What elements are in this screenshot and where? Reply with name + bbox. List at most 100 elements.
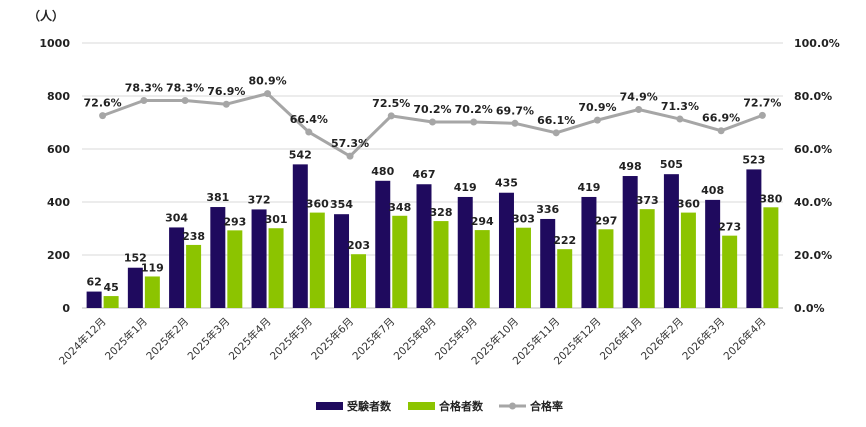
rate-point	[429, 118, 436, 126]
y2-tick-label: 0.0%	[794, 302, 825, 315]
bar-value-label: 222	[553, 234, 576, 247]
bar-value-label: 45	[103, 281, 118, 294]
x-tick-label: 2025年6月	[308, 315, 356, 363]
bar-examinees	[705, 199, 721, 308]
bar-examinees	[251, 209, 267, 308]
bar-examinees	[210, 207, 226, 308]
y-tick-label: 400	[47, 196, 70, 209]
bar-passers	[763, 207, 779, 308]
x-tick-label: 2026年2月	[638, 315, 686, 363]
legend-swatch-examinees	[316, 402, 343, 410]
bar-passers	[722, 235, 738, 308]
rate-point	[99, 112, 107, 120]
rate-value-label: 74.9%	[620, 91, 658, 104]
rate-value-label: 57.3%	[331, 137, 369, 150]
rate-value-label: 70.2%	[413, 103, 451, 116]
bar-examinees	[292, 164, 308, 308]
y2-tick-label: 40.0%	[794, 196, 832, 209]
bar-value-label: 435	[495, 177, 518, 190]
bar-value-label: 419	[577, 181, 600, 194]
rate-point	[511, 119, 519, 127]
bar-value-label: 381	[206, 191, 229, 204]
rate-point	[635, 106, 643, 114]
bar-examinees	[169, 227, 185, 308]
legend-label-examinees: 受験者数	[347, 399, 392, 413]
bar-examinees	[540, 218, 556, 308]
bar-value-label: 301	[265, 213, 288, 226]
y-tick-label: 1000	[39, 37, 70, 50]
bar-value-label: 328	[430, 206, 453, 219]
bar-value-label: 304	[165, 211, 188, 224]
x-tick-label: 2025年8月	[391, 315, 439, 363]
bar-value-label: 119	[141, 261, 164, 274]
rate-point	[181, 97, 189, 105]
legend-label-rate: 合格率	[530, 399, 563, 413]
x-tick-label: 2025年4月	[226, 315, 274, 363]
bar-value-label: 336	[536, 203, 559, 216]
bar-passers	[268, 228, 284, 308]
rate-point	[470, 118, 478, 126]
rate-point	[552, 129, 560, 137]
bars	[86, 164, 779, 308]
rate-value-label: 78.3%	[166, 82, 204, 95]
bar-examinees	[127, 267, 143, 308]
bar-passers	[351, 254, 367, 308]
bar-examinees	[375, 180, 391, 308]
x-tick-label: 2025年5月	[267, 315, 315, 363]
rate-value-label: 71.3%	[661, 100, 699, 113]
rate-point	[140, 97, 148, 105]
rate-point	[222, 100, 230, 108]
x-tick-label: 2026年1月	[597, 315, 645, 363]
rate-value-label: 70.9%	[578, 101, 616, 114]
bar-examinees	[746, 169, 762, 308]
legend-marker-rate	[509, 402, 516, 410]
bar-examinees	[581, 196, 597, 308]
rate-value-label: 78.3%	[125, 82, 163, 95]
bar-value-label: 293	[223, 215, 246, 228]
bar-passers	[392, 215, 408, 308]
rate-point	[676, 115, 684, 123]
bar-value-label: 542	[289, 148, 312, 161]
bar-value-label: 348	[388, 201, 411, 214]
x-tick-label: 2024年12月	[56, 315, 108, 367]
rate-point	[593, 116, 601, 124]
rate-value-label: 70.2%	[455, 103, 493, 116]
rate-value-label: 72.7%	[743, 96, 781, 109]
bar-value-label: 273	[718, 221, 741, 234]
bar-passers	[598, 229, 614, 308]
bar-examinees	[334, 214, 350, 308]
bar-examinees	[416, 184, 432, 308]
bar-value-label: 360	[677, 198, 700, 211]
legend-swatch-passers	[408, 402, 435, 410]
bar-passers	[557, 249, 573, 308]
bar-value-label: 523	[742, 153, 765, 166]
bar-value-label: 294	[471, 215, 494, 228]
rate-value-label: 72.6%	[84, 97, 122, 110]
bar-value-label: 62	[86, 276, 101, 289]
y-tick-label: 0	[62, 302, 70, 315]
rate-value-label: 66.4%	[290, 113, 328, 126]
y-unit-label: （人）	[28, 8, 64, 23]
bar-examinees	[622, 176, 638, 308]
y-tick-label: 200	[47, 249, 70, 262]
rate-point	[387, 112, 395, 120]
rate-value-label: 66.9%	[702, 112, 740, 125]
rate-point	[758, 111, 766, 119]
bar-passers	[515, 227, 531, 308]
bar-value-label: 372	[248, 193, 271, 206]
bar-value-label: 408	[701, 184, 724, 197]
bar-passers	[186, 244, 202, 308]
x-tick-label: 2025年7月	[350, 315, 398, 363]
bar-examinees	[663, 174, 679, 308]
x-tick-label: 2025年3月	[185, 315, 233, 363]
rate-point	[717, 127, 725, 135]
legend: 受験者数 合格者数 合格率	[316, 399, 563, 413]
y2-tick-label: 100.0%	[794, 37, 840, 50]
rate-point	[346, 152, 354, 160]
bar-value-label: 354	[330, 198, 353, 211]
x-tick-label: 2026年4月	[721, 315, 769, 363]
rate-value-label: 66.1%	[537, 114, 575, 127]
x-tick-label: 2025年1月	[102, 315, 150, 363]
